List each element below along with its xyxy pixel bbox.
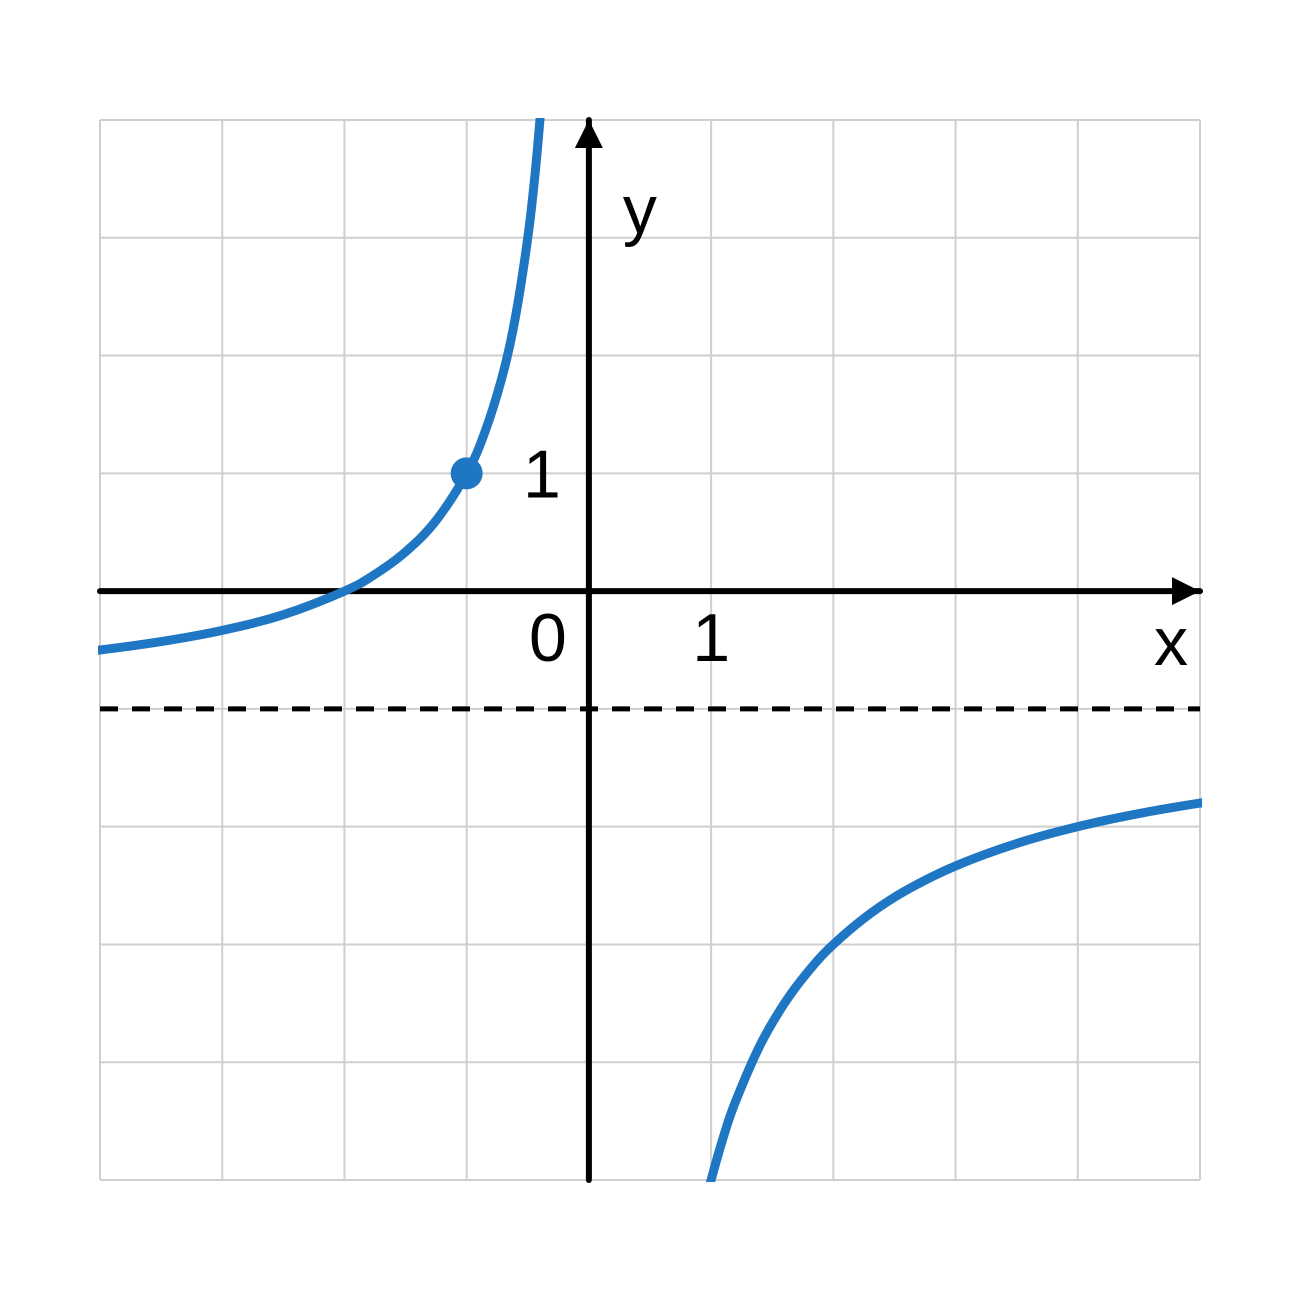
marker-point [451,457,483,489]
x-tick-1-label: 1 [692,600,730,676]
x-axis-label: x [1154,604,1188,680]
y-axis-label: y [623,172,657,248]
y-tick-1-label: 1 [523,436,561,512]
origin-label: 0 [529,600,567,676]
plot-svg: y x 0 1 1 [0,0,1301,1301]
math-plot: y x 0 1 1 [0,0,1301,1301]
